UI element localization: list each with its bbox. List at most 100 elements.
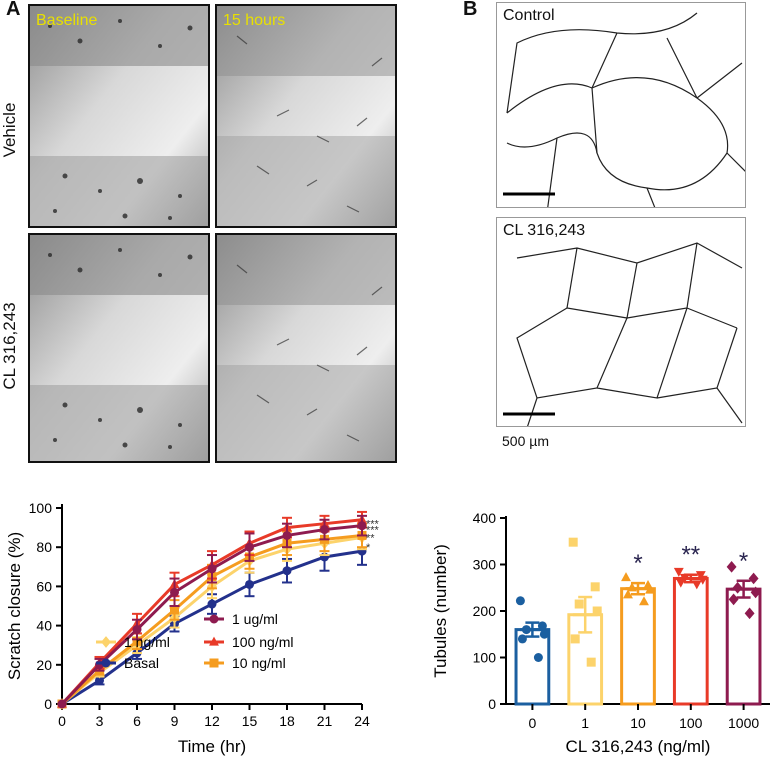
x-tick-label: 0 bbox=[58, 713, 66, 729]
network-cl: CL 316,243 bbox=[496, 217, 746, 427]
legend-marker bbox=[209, 636, 219, 646]
y-axis-title: Tubules (number) bbox=[431, 544, 450, 678]
significance-mark: * bbox=[739, 548, 748, 575]
legend-marker bbox=[101, 658, 111, 668]
data-point bbox=[282, 530, 292, 540]
legend-label: 1 ng/ml bbox=[124, 634, 170, 650]
data-point bbox=[207, 599, 217, 609]
y-tick-label: 60 bbox=[36, 578, 52, 594]
legend-label: 100 ng/ml bbox=[232, 634, 293, 650]
x-tick-label: 0 bbox=[529, 715, 537, 731]
data-point bbox=[728, 593, 739, 606]
data-point bbox=[245, 542, 254, 552]
bar bbox=[672, 576, 709, 706]
data-point bbox=[673, 567, 684, 577]
data-point bbox=[574, 599, 584, 609]
scale-bar-label: 500 µm bbox=[502, 433, 549, 449]
x-tick-label: 24 bbox=[354, 713, 370, 729]
data-point bbox=[170, 587, 179, 597]
data-point bbox=[320, 525, 329, 535]
data-point bbox=[357, 521, 367, 531]
panel-a-letter: A bbox=[6, 0, 21, 20]
significance-mark: ** bbox=[366, 532, 375, 544]
y-tick-label: 100 bbox=[473, 650, 497, 666]
y-tick-label: 0 bbox=[44, 696, 52, 712]
bar bbox=[620, 587, 656, 706]
y-tick-label: 100 bbox=[29, 500, 53, 516]
data-point bbox=[568, 537, 578, 547]
data-point bbox=[132, 625, 142, 635]
data-point bbox=[627, 582, 637, 592]
x-tick-label: 12 bbox=[204, 713, 220, 729]
y-tick-label: 40 bbox=[36, 618, 52, 634]
data-point bbox=[282, 566, 292, 576]
data-point bbox=[521, 625, 531, 635]
data-point bbox=[590, 582, 600, 592]
data-point bbox=[533, 653, 543, 662]
data-point bbox=[537, 621, 547, 631]
y-axis-title: Scratch closure (%) bbox=[5, 532, 24, 680]
x-tick-label: 15 bbox=[242, 713, 258, 729]
data-point bbox=[679, 573, 690, 583]
y-tick-label: 20 bbox=[36, 657, 52, 673]
x-tick-label: 21 bbox=[317, 713, 333, 729]
data-point bbox=[170, 605, 179, 615]
bar bbox=[725, 587, 762, 706]
micrograph-vehicle-baseline: Baseline bbox=[28, 4, 210, 228]
column-label-baseline: Baseline bbox=[36, 12, 98, 29]
data-point bbox=[691, 580, 702, 590]
label-cl: CL 316,243 bbox=[501, 222, 588, 240]
y-tick-label: 300 bbox=[473, 557, 497, 573]
data-point bbox=[245, 579, 254, 589]
data-point bbox=[621, 572, 631, 582]
micrograph-cl-baseline bbox=[28, 233, 210, 463]
data-point bbox=[570, 634, 580, 644]
data-point bbox=[515, 596, 525, 606]
data-point bbox=[586, 657, 596, 667]
x-tick-label: 1 bbox=[581, 715, 589, 731]
x-tick-label: 3 bbox=[96, 713, 104, 729]
scratch-closure-chart: 0 20 40 60 80 100 0 3 6 9 12 15 18 21 24 Time (hr) Scrat… bbox=[5, 500, 380, 756]
data-point bbox=[675, 578, 686, 588]
y-tick-label: 400 bbox=[473, 510, 497, 526]
micrograph-cl-15h bbox=[215, 233, 397, 463]
data-point bbox=[726, 560, 737, 573]
x-tick-label: 9 bbox=[171, 713, 179, 729]
legend-marker bbox=[101, 636, 111, 648]
data-point bbox=[95, 675, 104, 685]
x-tick-label: 100 bbox=[679, 715, 703, 731]
y-tick-label: 0 bbox=[488, 696, 496, 712]
data-point bbox=[517, 634, 527, 644]
legend-label: 10 ng/ml bbox=[232, 655, 286, 671]
row-label-vehicle: Vehicle bbox=[0, 102, 19, 158]
panel-b-letter: B bbox=[463, 0, 478, 20]
column-label-15h: 15 hours bbox=[223, 12, 286, 29]
data-point bbox=[207, 564, 217, 574]
data-point bbox=[744, 607, 755, 620]
data-point bbox=[592, 606, 602, 616]
x-axis-title: Time (hr) bbox=[178, 737, 246, 756]
micrograph-vehicle-15h: 15 hours bbox=[215, 4, 397, 228]
data-point bbox=[57, 699, 67, 709]
significance-mark: *** bbox=[366, 519, 380, 531]
legend-marker bbox=[209, 614, 219, 624]
data-point bbox=[732, 581, 743, 594]
data-point bbox=[623, 589, 633, 599]
data-point bbox=[639, 596, 649, 606]
x-tick-label: 10 bbox=[630, 715, 646, 731]
legend-marker bbox=[209, 658, 219, 668]
data-point bbox=[132, 636, 142, 646]
x-tick-label: 18 bbox=[279, 713, 295, 729]
significance-mark: * bbox=[633, 550, 642, 577]
x-tick-label: 1000 bbox=[728, 715, 759, 731]
significance-mark: * bbox=[366, 542, 371, 554]
label-control: Control bbox=[501, 7, 557, 25]
row-label-cl: CL 316,243 bbox=[0, 302, 19, 390]
data-point bbox=[697, 575, 708, 585]
x-tick-label: 6 bbox=[133, 713, 141, 729]
significance-mark: ** bbox=[681, 542, 700, 569]
data-point bbox=[645, 584, 655, 594]
network-control: Control bbox=[496, 2, 746, 208]
